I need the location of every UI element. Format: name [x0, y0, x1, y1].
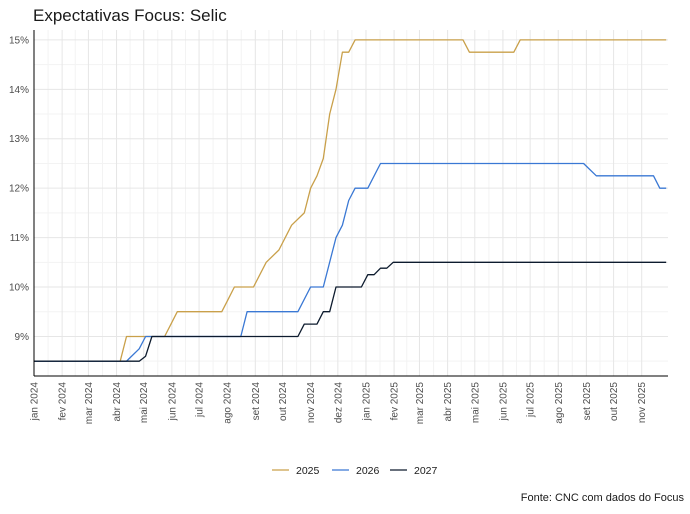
legend-label-2027: 2027	[414, 465, 438, 477]
series-line-2027	[34, 261, 667, 362]
x-tick-label: mai 2025	[470, 382, 481, 424]
x-tick-label: ago 2025	[554, 382, 565, 424]
y-tick-label: 11%	[10, 233, 29, 244]
y-tick-label: 10%	[9, 283, 29, 294]
x-tick-label: jun 2025	[498, 382, 509, 422]
x-tick-label: set 2024	[251, 382, 262, 421]
x-tick-label: jun 2024	[167, 382, 178, 422]
x-tick-label: fev 2025	[390, 382, 401, 421]
y-tick-label: 15%	[9, 35, 29, 46]
x-tick-label: mar 2025	[415, 382, 426, 425]
y-tick-label: 9%	[15, 332, 30, 343]
x-tick-label: jan 2025	[361, 382, 372, 422]
x-tick-label: nov 2024	[306, 382, 317, 424]
x-tick-label: out 2025	[609, 382, 620, 421]
x-tick-label: jul 2025	[526, 382, 537, 418]
x-tick-label: jul 2024	[195, 382, 206, 418]
series-line-2025	[34, 39, 667, 362]
y-tick-label: 14%	[9, 85, 29, 96]
grid-major	[33, 30, 668, 376]
source-note: Fonte: CNC com dados do Focus	[520, 492, 684, 504]
grid-minor	[34, 30, 668, 376]
x-tick-label: mar 2024	[84, 382, 95, 425]
chart-title: Expectativas Focus: Selic	[33, 6, 227, 25]
y-axis-labels: 9% 10% 11% 12% 13% 14% 15%	[9, 35, 29, 343]
axes	[33, 30, 668, 377]
x-tick-label: nov 2025	[637, 382, 648, 424]
legend: 2025 2026 2027	[272, 465, 438, 477]
x-axis-labels: jan 2024 fev 2024 mar 2024 abr 2024 mai 2024…	[30, 382, 649, 425]
x-tick-label: dez 2024	[333, 382, 344, 424]
x-tick-label: abr 2025	[443, 382, 454, 422]
y-tick-label: 13%	[9, 134, 29, 145]
x-tick-label: out 2024	[278, 382, 289, 421]
x-tick-label: set 2025	[582, 382, 593, 421]
legend-label-2026: 2026	[356, 465, 380, 477]
x-tick-label: jan 2024	[30, 382, 41, 422]
series-lines	[34, 39, 667, 362]
x-tick-label: fev 2024	[58, 382, 69, 421]
y-tick-label: 12%	[9, 184, 29, 195]
x-tick-label: abr 2024	[112, 382, 123, 422]
x-tick-label: mai 2024	[139, 382, 150, 424]
x-tick-label: ago 2024	[223, 382, 234, 424]
legend-label-2025: 2025	[296, 465, 320, 477]
